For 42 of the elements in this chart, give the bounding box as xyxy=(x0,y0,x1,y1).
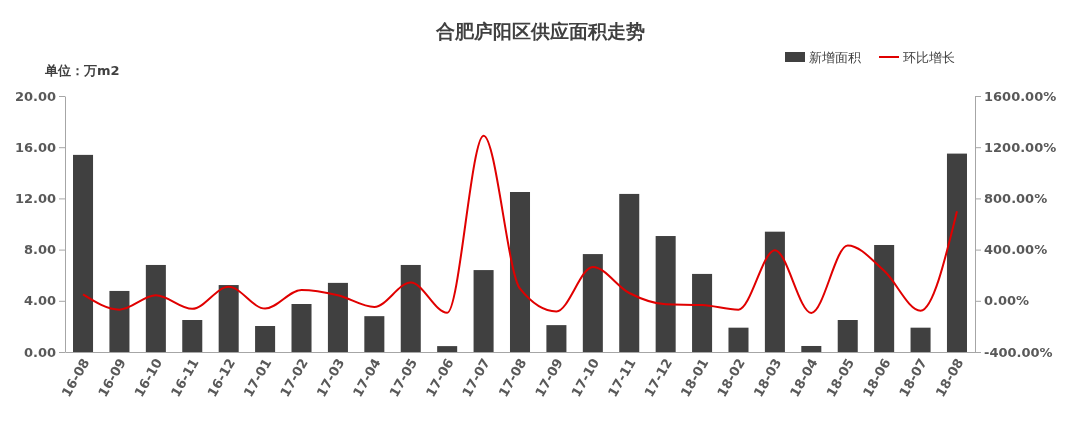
bar xyxy=(946,153,967,352)
bar xyxy=(291,304,312,352)
y-tick-label: 16.00 xyxy=(14,139,56,155)
y2-tick-label: 400.00% xyxy=(984,242,1048,258)
bar xyxy=(728,327,749,352)
bar xyxy=(182,320,203,352)
bar xyxy=(764,231,785,352)
y-tick-label: 8.00 xyxy=(23,242,56,258)
legend-label: 环比增长 xyxy=(903,50,955,65)
y2-tick-label: 800.00% xyxy=(984,191,1048,207)
legend-label: 新增面积 xyxy=(809,50,861,65)
bar xyxy=(910,327,931,352)
bar xyxy=(837,320,858,352)
y-tick-label: 4.00 xyxy=(23,293,56,309)
y-axis-title: 单位：万m2 xyxy=(44,63,120,78)
bar xyxy=(655,236,676,352)
bar xyxy=(874,244,895,352)
y2-tick-label: -400.00% xyxy=(984,344,1053,360)
y2-tick-label: 0.00% xyxy=(984,293,1030,309)
y-tick-label: 20.00 xyxy=(14,88,56,104)
y-tick-label: 0.00 xyxy=(23,344,56,360)
bar xyxy=(546,325,567,352)
y-tick-label: 12.00 xyxy=(14,191,56,207)
bar xyxy=(437,346,458,352)
bar xyxy=(109,290,130,352)
y2-tick-label: 1200.00% xyxy=(984,139,1057,155)
bar xyxy=(692,273,713,352)
bar xyxy=(400,264,421,352)
bar xyxy=(473,270,494,352)
bar xyxy=(582,254,603,352)
bar xyxy=(619,193,640,352)
bar xyxy=(364,316,385,352)
chart-title: 合肥庐阳区供应面积走势 xyxy=(434,20,645,42)
bar xyxy=(327,282,348,352)
bar xyxy=(145,264,166,352)
y2-tick-label: 1600.00% xyxy=(984,88,1057,104)
bar xyxy=(801,345,822,352)
bar xyxy=(218,285,239,352)
bar xyxy=(73,154,94,352)
bar xyxy=(509,192,531,352)
bar xyxy=(255,326,276,352)
line-series xyxy=(82,134,958,314)
